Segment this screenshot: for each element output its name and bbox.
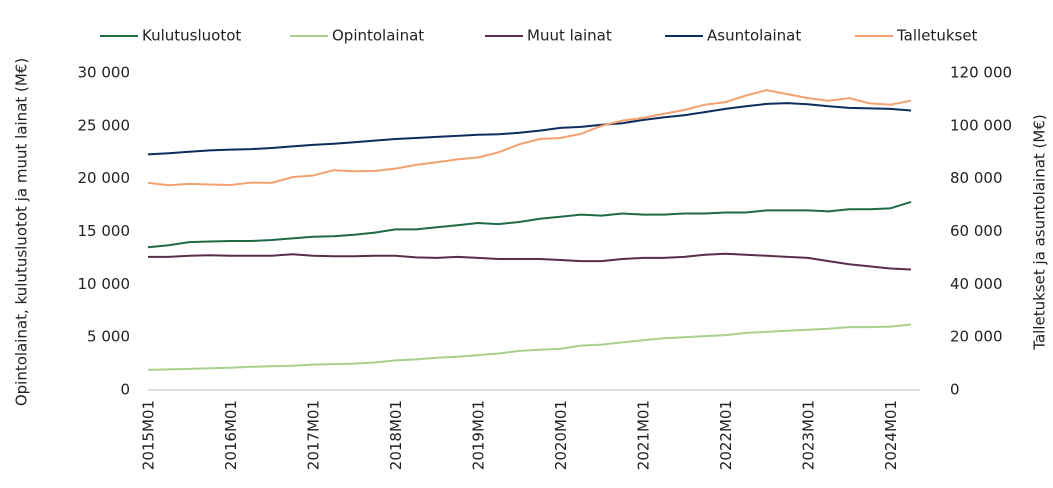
x-tick-label: 2019M01: [469, 400, 487, 470]
legend-label: Talletukset: [896, 27, 978, 45]
legend-label: Opintolainat: [332, 27, 424, 45]
y-tick-label: 30 000: [78, 64, 131, 82]
y2-tick-label: 80 000: [950, 169, 1003, 187]
legend-label: Muut lainat: [527, 27, 612, 45]
y-tick-label: 10 000: [78, 275, 131, 293]
y-tick-label: 15 000: [78, 222, 131, 240]
y2-axis-title: Talletukset ja asuntolainat (M€): [1031, 114, 1049, 350]
x-tick-label: 2016M01: [222, 400, 240, 470]
series-line: [147, 323, 912, 371]
x-tick-label: 2021M01: [634, 400, 652, 470]
series-line: [147, 102, 912, 156]
y2-tick-label: 120 000: [950, 64, 1012, 82]
y2-tick-label: 20 000: [950, 328, 1003, 346]
x-tick-label: 2018M01: [387, 400, 405, 470]
x-tick-label: 2015M01: [140, 400, 158, 470]
x-tick-label: 2024M01: [882, 400, 900, 470]
series-line: [147, 200, 912, 249]
legend-label: Asuntolainat: [707, 27, 801, 45]
y2-tick-label: 60 000: [950, 222, 1003, 240]
y-tick-label: 0: [120, 381, 130, 399]
x-tick-label: 2022M01: [717, 400, 735, 470]
x-tick-label: 2020M01: [552, 400, 570, 470]
series-line: [148, 252, 912, 271]
series-line: [147, 89, 912, 187]
x-tick-label: 2017M01: [304, 400, 322, 470]
y2-tick-label: 0: [950, 381, 960, 399]
legend-label: Kulutusluotot: [142, 27, 241, 45]
y-tick-label: 25 000: [78, 116, 131, 134]
x-tick-label: 2023M01: [799, 400, 817, 470]
y2-tick-label: 100 000: [950, 116, 1012, 134]
y-tick-label: 20 000: [78, 169, 131, 187]
y2-tick-label: 40 000: [950, 275, 1003, 293]
y-tick-label: 5 000: [87, 328, 130, 346]
y-axis-title: Opintolainat, kulutusluotot ja muut lain…: [13, 58, 31, 406]
